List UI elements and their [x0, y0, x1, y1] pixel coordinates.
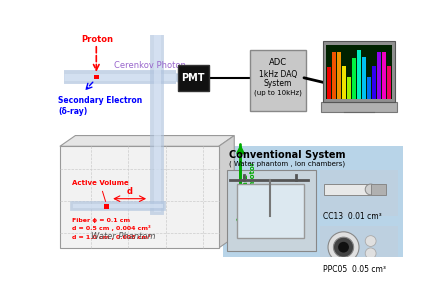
Text: PPC05  0.05 cm³: PPC05 0.05 cm³ [323, 265, 386, 274]
Circle shape [338, 242, 349, 253]
Circle shape [365, 236, 376, 247]
Text: Secondary Electron
(δ-ray): Secondary Electron (δ-ray) [58, 96, 142, 116]
Text: 1kHz DAQ: 1kHz DAQ [258, 70, 297, 79]
Bar [367, 77, 371, 99]
FancyBboxPatch shape [327, 45, 392, 99]
FancyBboxPatch shape [250, 50, 306, 111]
Bar [104, 204, 109, 209]
Polygon shape [219, 136, 234, 248]
FancyBboxPatch shape [320, 170, 398, 216]
Bar [382, 52, 386, 99]
Text: ( Water phantom , Ion chambers): ( Water phantom , Ion chambers) [229, 161, 345, 167]
Polygon shape [60, 136, 234, 146]
Bar [357, 50, 361, 99]
Text: Cerenkov Photon: Cerenkov Photon [114, 61, 186, 70]
Bar [327, 67, 331, 99]
Text: Scan in-z
using motor: Scan in-z using motor [243, 162, 256, 210]
Circle shape [365, 248, 376, 259]
Text: CC13  0.01 cm³: CC13 0.01 cm³ [323, 212, 381, 221]
Text: d = 1.0 cm , 0.008 cm³: d = 1.0 cm , 0.008 cm³ [72, 234, 150, 240]
Bar [372, 66, 376, 99]
Text: Fiber ϕ = 0.1 cm: Fiber ϕ = 0.1 cm [72, 218, 129, 223]
FancyBboxPatch shape [323, 41, 396, 102]
Bar [332, 52, 336, 99]
FancyBboxPatch shape [321, 102, 397, 112]
Text: (up to 10kHz): (up to 10kHz) [254, 90, 302, 97]
Text: Proton: Proton [81, 35, 113, 45]
Text: System: System [263, 79, 292, 88]
Text: Conventional System: Conventional System [229, 150, 345, 160]
Bar [387, 66, 391, 99]
Bar [337, 52, 341, 99]
Text: PMT: PMT [181, 73, 205, 83]
Circle shape [328, 232, 359, 263]
Bar [324, 184, 370, 195]
Bar [347, 77, 351, 99]
Circle shape [333, 237, 353, 257]
Text: d: d [127, 187, 133, 196]
Text: d = 0.5 cm , 0.004 cm³: d = 0.5 cm , 0.004 cm³ [72, 225, 150, 231]
Bar [362, 58, 366, 99]
Text: Active Volume: Active Volume [72, 180, 128, 201]
Text: Water Phantom: Water Phantom [91, 232, 155, 241]
Bar [342, 66, 346, 99]
FancyBboxPatch shape [237, 184, 304, 238]
Bar [352, 58, 356, 99]
Bar [377, 52, 381, 99]
Bar [370, 184, 386, 195]
FancyBboxPatch shape [178, 65, 209, 91]
Ellipse shape [365, 184, 376, 195]
FancyBboxPatch shape [227, 170, 316, 251]
FancyBboxPatch shape [320, 226, 398, 269]
Text: ADC: ADC [269, 58, 287, 67]
Bar [94, 75, 99, 79]
Polygon shape [60, 146, 219, 248]
FancyBboxPatch shape [223, 146, 403, 257]
